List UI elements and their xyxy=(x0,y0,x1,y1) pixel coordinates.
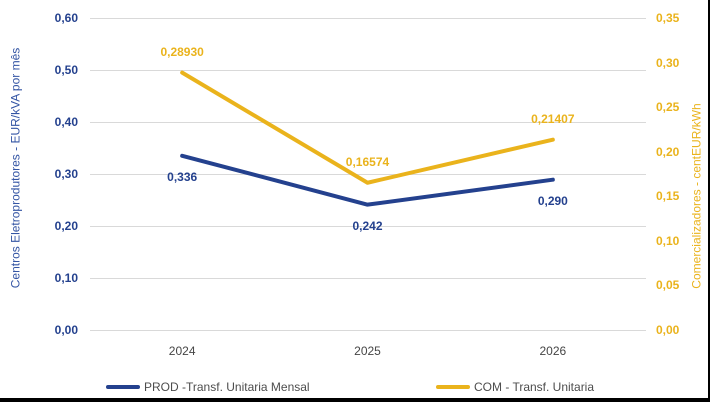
legend-label-com: COM - Transf. Unitaria xyxy=(474,380,595,394)
right-axis-tick: 0,05 xyxy=(656,278,680,293)
right-axis-title: Comercializadores - centEUR/kWh xyxy=(689,103,704,289)
data-label: 0,28930 xyxy=(160,44,204,59)
left-axis-tick: 0,60 xyxy=(54,11,78,25)
data-label: 0,16574 xyxy=(345,154,390,169)
left-axis-tick: 0,20 xyxy=(54,219,78,233)
legend-item-com: COM - Transf. Unitaria xyxy=(436,380,594,394)
left-axis-tick: 0,10 xyxy=(54,271,78,285)
x-axis-label: 2024 xyxy=(168,344,196,358)
right-axis-tick: 0,35 xyxy=(656,11,680,25)
x-axis-label: 2025 xyxy=(354,344,381,358)
left-axis-tick: 0,00 xyxy=(54,323,78,337)
legend-item-prod: PROD -Transf. Unitaria Mensal xyxy=(106,380,310,394)
left-axis-tick: 0,40 xyxy=(54,115,78,129)
right-axis-tick: 0,30 xyxy=(656,55,680,70)
data-label: 0,336 xyxy=(167,169,198,184)
left-axis-title: Centros Eletroprodutores - EUR/kVA por m… xyxy=(8,47,23,289)
right-axis-tick: 0,00 xyxy=(656,323,680,337)
data-label: 0,21407 xyxy=(531,111,575,126)
right-axis-tick: 0,25 xyxy=(656,100,680,115)
left-axis-tick: 0,50 xyxy=(54,63,78,77)
x-axis-label: 2026 xyxy=(539,344,567,358)
com-line-swatch xyxy=(436,385,470,389)
right-axis-tick: 0,20 xyxy=(656,144,680,159)
data-label: 0,290 xyxy=(537,193,568,208)
right-axis-tick: 0,10 xyxy=(656,233,680,248)
prod-line-swatch xyxy=(106,385,140,389)
series-line xyxy=(180,70,555,185)
data-label: 0,242 xyxy=(352,218,383,233)
left-axis-tick: 0,30 xyxy=(54,167,78,181)
legend-label-prod: PROD -Transf. Unitaria Mensal xyxy=(144,380,310,394)
series-line xyxy=(180,153,555,207)
right-axis-tick: 0,15 xyxy=(656,189,680,204)
